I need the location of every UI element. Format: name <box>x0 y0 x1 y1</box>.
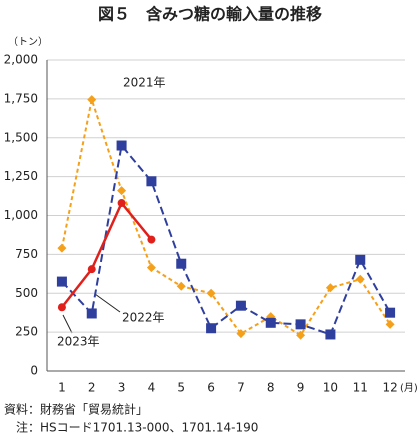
x-tick-label: 10 <box>323 381 338 395</box>
annotation: 2023年 <box>57 335 100 349</box>
x-tick-label: 5 <box>177 381 185 395</box>
x-tick-label: 4 <box>148 381 156 395</box>
y-tick-label: 1,000 <box>4 208 38 222</box>
marker <box>385 307 396 318</box>
x-tick-label: 6 <box>207 381 215 395</box>
marker <box>295 319 306 330</box>
y-tick-label: 2,000 <box>4 53 38 67</box>
chart-title: 図５ 含みつ糖の輸入量の推移 <box>98 5 322 24</box>
marker <box>385 319 395 329</box>
source-note: 資料：財務省「貿易統計」 <box>4 402 148 417</box>
y-tick-label: 250 <box>15 325 38 339</box>
leader-line <box>94 293 121 313</box>
marker <box>57 303 66 312</box>
source-note: 注：HSコード1701.13-000、1701.14-190 <box>16 420 258 435</box>
x-tick-label: 12 <box>382 381 397 395</box>
marker <box>86 308 97 319</box>
y-tick-label: 500 <box>15 286 38 300</box>
marker <box>147 235 156 244</box>
y-unit: （トン） <box>8 36 48 48</box>
marker <box>355 254 366 265</box>
y-tick-label: 1,500 <box>4 130 38 144</box>
x-tick-label: 2 <box>88 381 96 395</box>
series-line <box>61 143 391 336</box>
annotation: 2021年 <box>123 76 166 90</box>
y-tick-label: 1,250 <box>4 169 38 183</box>
y-tick-label: 0 <box>30 364 38 378</box>
marker <box>206 323 217 334</box>
leader-line <box>62 314 73 334</box>
marker <box>325 283 335 293</box>
marker <box>206 288 216 298</box>
series-line <box>60 95 391 337</box>
marker <box>236 329 246 339</box>
marker <box>87 265 96 274</box>
x-unit: (月) <box>400 382 418 394</box>
marker <box>146 176 157 187</box>
marker <box>146 263 156 273</box>
marker <box>296 330 306 340</box>
marker <box>57 243 67 253</box>
y-tick-label: 750 <box>15 247 38 261</box>
y-tick-label: 1,750 <box>4 91 38 105</box>
marker <box>56 276 67 287</box>
marker <box>235 300 246 311</box>
marker <box>325 329 336 340</box>
marker <box>265 317 276 328</box>
marker <box>87 95 97 105</box>
x-tick-label: 8 <box>267 381 275 395</box>
annotation: 2022年 <box>122 311 165 325</box>
marker <box>176 258 187 269</box>
marker <box>116 140 127 151</box>
marker <box>117 199 126 208</box>
x-tick-label: 3 <box>118 381 126 395</box>
x-tick-label: 7 <box>237 381 245 395</box>
x-tick-label: 1 <box>58 381 66 395</box>
marker <box>117 186 127 196</box>
x-tick-label: 9 <box>297 381 305 395</box>
marker <box>176 281 186 291</box>
marker <box>355 274 365 284</box>
x-tick-label: 11 <box>353 381 368 395</box>
series-line <box>60 200 153 309</box>
